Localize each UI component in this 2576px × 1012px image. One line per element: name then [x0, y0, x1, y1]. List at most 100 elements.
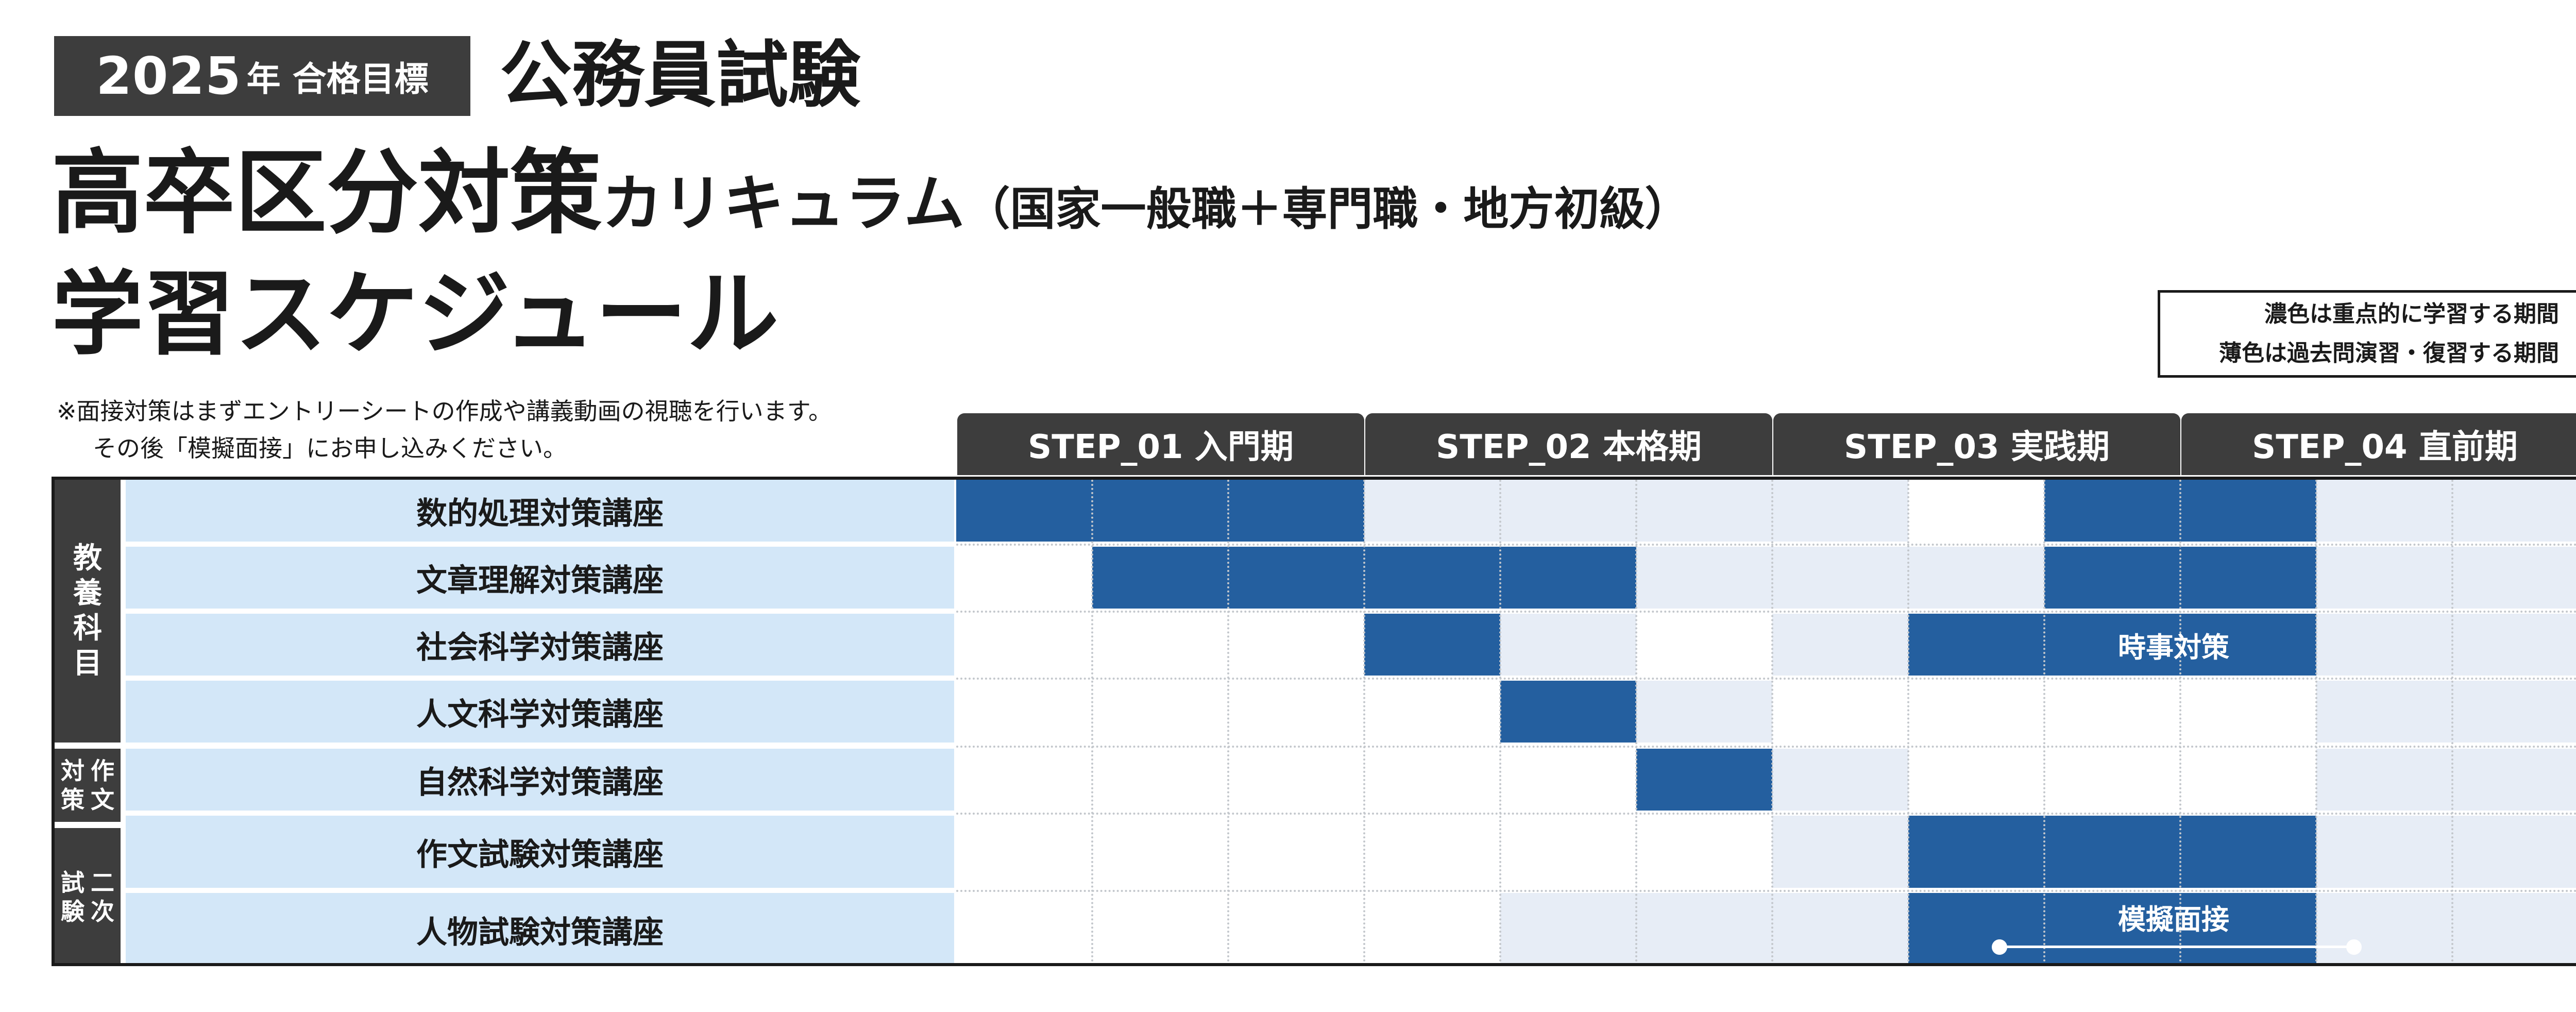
schedule-cell: [1772, 547, 1908, 609]
interview-note: ※面接対策はまずエントリーシートの作成や講義動画の視聴を行います。 その後「模擬…: [57, 393, 832, 467]
period-divider: [1635, 480, 1637, 963]
schedule-cell: [1092, 547, 1228, 609]
schedule-cell: [1364, 816, 1500, 888]
step-04-header: STEP_04 直前期: [2181, 413, 2576, 475]
schedule-cell: [2316, 480, 2452, 542]
schedule-cell: [2044, 816, 2180, 888]
schedule-cell: [1908, 749, 2044, 811]
period-divider: [2451, 480, 2453, 963]
period-divider: [1363, 480, 1365, 963]
legend-light: 薄色は過去問演習・復習する期間: [2219, 340, 2559, 366]
schedule-cell: [1092, 681, 1228, 743]
row-divider: [956, 544, 2576, 546]
course-natural-science: 自然科学対策講座: [126, 749, 954, 811]
schedule-cell: [1092, 480, 1228, 542]
legend-dark: 濃色は重点的に学習する期間: [2264, 301, 2559, 327]
schedule-cell: [1908, 547, 2044, 609]
schedule-cell: [2044, 547, 2180, 609]
schedule-cell: [2452, 547, 2576, 609]
schedule-cell: [956, 480, 1092, 542]
schedule-cell: [1772, 749, 1908, 811]
schedule-cell: [1092, 614, 1228, 676]
schedule-cell: [2180, 547, 2316, 609]
schedule-cell: [1500, 893, 1636, 963]
schedule-cell: [1908, 893, 2044, 963]
period-divider: [1771, 480, 1773, 963]
schedule-cell: [2316, 816, 2452, 888]
period-divider: [2179, 480, 2181, 963]
group-label-col-left: 対策: [61, 757, 84, 814]
course-social-science: 社会科学対策講座: [126, 614, 954, 676]
schedule-cell: [1500, 614, 1636, 676]
schedule-cell: [2044, 480, 2180, 542]
schedule-cell: [2316, 749, 2452, 811]
course-essay: 作文試験対策講座: [126, 816, 954, 888]
schedule-cell: [1772, 681, 1908, 743]
badge-year: 2025: [96, 46, 242, 106]
schedule-cell: [956, 547, 1092, 609]
schedule-cell: [2316, 681, 2452, 743]
schedule-cell: [1500, 681, 1636, 743]
schedule-cell: [2044, 681, 2180, 743]
schedule-cell: [2180, 681, 2316, 743]
schedule-cell: [2180, 480, 2316, 542]
schedule-cell: [2180, 749, 2316, 811]
course-humanities: 人文科学対策講座: [126, 681, 954, 743]
schedule-cell: [1636, 893, 1772, 963]
period-divider: [2315, 480, 2317, 963]
page-subtitle: 学習スケジュール: [52, 261, 779, 367]
title-mid: カリキュラム: [602, 168, 965, 239]
schedule-cell: [2316, 893, 2452, 963]
schedule-cell: [1500, 749, 1636, 811]
schedule-cell: [1636, 816, 1772, 888]
group-label-col-right: 作文: [91, 757, 114, 814]
schedule-cell: [956, 614, 1092, 676]
schedule-cell: [1364, 749, 1500, 811]
row-divider: [956, 678, 2576, 680]
period-divider: [1907, 480, 1909, 963]
mock-interview-start-dot: [1992, 939, 2007, 955]
group-label-col-right: 二次: [91, 869, 114, 925]
course-interview: 人物試験対策講座: [126, 893, 954, 963]
period-divider: [1091, 480, 1093, 963]
schedule-cell: [1092, 893, 1228, 963]
badge-suffix: 年 合格目標: [246, 59, 429, 99]
step-03-header: STEP_03 実践期: [1773, 413, 2180, 475]
schedule-cell: [1364, 614, 1500, 676]
schedule-cell: [2180, 893, 2316, 963]
row-divider: [956, 746, 2576, 748]
mock-interview-label: 模擬面接: [2118, 903, 2229, 936]
schedule-cell: [1500, 480, 1636, 542]
schedule-cell: [2316, 547, 2452, 609]
course-reading: 文章理解対策講座: [126, 547, 954, 609]
period-divider: [1499, 480, 1501, 963]
schedule-cell: [2044, 614, 2180, 676]
group-essay: 作文 対策: [55, 749, 121, 822]
schedule-cell: [1228, 893, 1364, 963]
period-divider: [2043, 480, 2045, 963]
schedule-cell: [1364, 480, 1500, 542]
schedule-cell: [2452, 816, 2576, 888]
schedule-cell: [2316, 614, 2452, 676]
schedule-cell: [1228, 614, 1364, 676]
schedule-cell: [1500, 816, 1636, 888]
schedule-cell: [1772, 816, 1908, 888]
schedule-cell: [1364, 547, 1500, 609]
note-line-1: ※面接対策はまずエントリーシートの作成や講義動画の視聴を行います。: [57, 397, 833, 425]
schedule-cell: [1228, 480, 1364, 542]
schedule-cell: [1364, 893, 1500, 963]
mock-interview-end-dot: [2346, 939, 2362, 955]
group-label-col-left: 試験: [61, 869, 84, 925]
schedule-cell: [1636, 614, 1772, 676]
schedule-cell: [1908, 614, 2044, 676]
row-divider: [956, 813, 2576, 815]
mock-interview-range-line: [1998, 946, 2353, 948]
schedule-cell: [956, 893, 1092, 963]
legend-box: 濃色は重点的に学習する期間 薄色は過去問演習・復習する期間: [2158, 290, 2576, 378]
schedule-cell: [1228, 681, 1364, 743]
schedule-cell: [2452, 681, 2576, 743]
schedule-cell: [1636, 681, 1772, 743]
step-01-header: STEP_01 入門期: [957, 413, 1364, 475]
schedule-cell: [1228, 749, 1364, 811]
title-sub: （国家一般職＋専門職・地方初級）: [964, 182, 1690, 235]
